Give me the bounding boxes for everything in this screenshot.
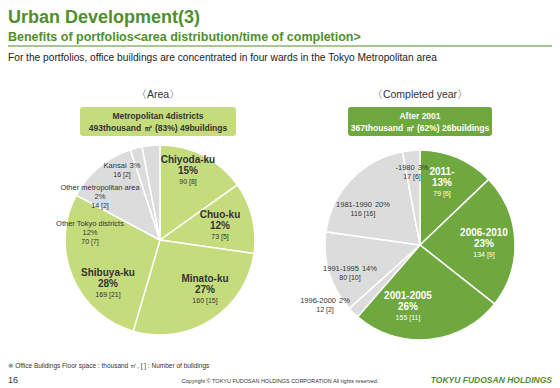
slice-label: Kansai3% (104, 161, 141, 170)
page-number: 16 (8, 375, 18, 385)
value-label: 13% (432, 177, 452, 188)
value-label: 2% (339, 296, 350, 305)
detail-label: 116 [16] (351, 210, 376, 218)
category-label: 2001-2005 (384, 290, 432, 301)
logo: TOKYU FUDOSAN HOLDINGS (431, 375, 553, 385)
detail-label: 80 [10] (339, 274, 360, 282)
value-label: 26% (398, 301, 418, 312)
detail-label: 90 [8] (179, 178, 197, 186)
slice-label: -1980 3% (395, 163, 428, 172)
detail-label: 160 [15] (192, 297, 217, 305)
data-labels: 2011-13% 79 [6] 2006-201023% 134 [9] 2001-20… (300, 163, 508, 322)
summary-banner (348, 107, 492, 136)
category-label: 2011- (429, 166, 454, 177)
slice-label: 1996-20002% (300, 296, 350, 305)
value-label: 14% (362, 264, 377, 273)
category-label: -1980 (395, 163, 414, 172)
chart-title: 〈Area〉 (136, 88, 180, 100)
copyright: Copyright © TOKYU FUDOSAN HOLDINGS CORPO… (182, 378, 379, 384)
summary-banner (80, 107, 236, 136)
slices (65, 145, 255, 335)
category-label: Chiyoda-ku (161, 154, 215, 165)
slide-subtitle: Benefits of portfolios<area distribution… (8, 30, 361, 44)
value-label: 3% (418, 163, 429, 172)
category-label: 1981-1990 (336, 200, 372, 209)
category-label: Kansai (104, 161, 127, 170)
detail-label: 16 [2] (113, 171, 131, 179)
category-label: 1996-2000 (300, 296, 336, 305)
summary-text: After 2001 (399, 111, 440, 121)
category-label: Minato-ku (181, 273, 228, 284)
category-label: Shibuya-ku (81, 267, 135, 278)
value-label: 3% (130, 161, 141, 170)
detail-label: 134 [9] (473, 251, 494, 259)
value-label: 23% (474, 238, 494, 249)
detail-label: 17 [6] (403, 173, 421, 181)
value-label: 15% (178, 165, 198, 176)
description: For the portfolios, office buildings are… (8, 52, 437, 63)
pie-slice (142, 145, 160, 240)
category-label: Other metropolitan area (60, 183, 140, 192)
summary-text: 367thousand ㎡ (62%) 26buildings (351, 123, 490, 133)
title-rule (8, 46, 552, 47)
detail-label: 12 [2] (316, 306, 334, 314)
detail-label: 14 [2] (91, 202, 109, 210)
summary-text: Metropolitan 4districts (112, 111, 203, 121)
value-label: 28% (98, 278, 118, 289)
slide-title: Urban Development(3) (8, 7, 200, 27)
slide: Urban Development(3) Benefits of portfoli… (0, 0, 560, 388)
detail-label: 79 [6] (433, 190, 451, 198)
detail-label: 155 [11] (396, 314, 421, 322)
value-label: 20% (375, 200, 390, 209)
category-label: 1991-1995 (323, 264, 359, 273)
data-labels: Chiyoda-ku15%90 [8]Chuo-ku12%73 [5]Minat… (56, 154, 240, 305)
detail-label: 169 [21] (95, 291, 120, 299)
value-label: 12% (82, 228, 97, 237)
slice-label: 1991-199514% (323, 264, 377, 273)
value-label: 12% (210, 220, 230, 231)
pie-slice (326, 152, 420, 245)
summary-text: 493thousand ㎡ (83%) 49buildings (89, 123, 228, 133)
slices (325, 150, 515, 340)
detail-label: 73 [5] (211, 233, 229, 241)
background (0, 0, 560, 388)
chart-title: 〈Completed year〉 (372, 88, 468, 100)
value-label: 27% (195, 284, 215, 295)
footnote: ※ Office Buildings Floor space : thousan… (8, 362, 210, 370)
value-label: 2% (95, 192, 106, 201)
pie-chart: 〈Completed year〉 After 2001 367thousand ㎡ … (300, 88, 515, 340)
category-label: Other Tokyo districts (56, 219, 124, 228)
category-label: Chuo-ku (200, 209, 241, 220)
slice-label: 1981-199020% (336, 200, 390, 209)
pie-chart: 〈Area〉 Metropolitan 4districts 493thousand… (56, 88, 255, 335)
category-label: 2006-2010 (460, 227, 508, 238)
detail-label: 70 [7] (81, 238, 99, 246)
